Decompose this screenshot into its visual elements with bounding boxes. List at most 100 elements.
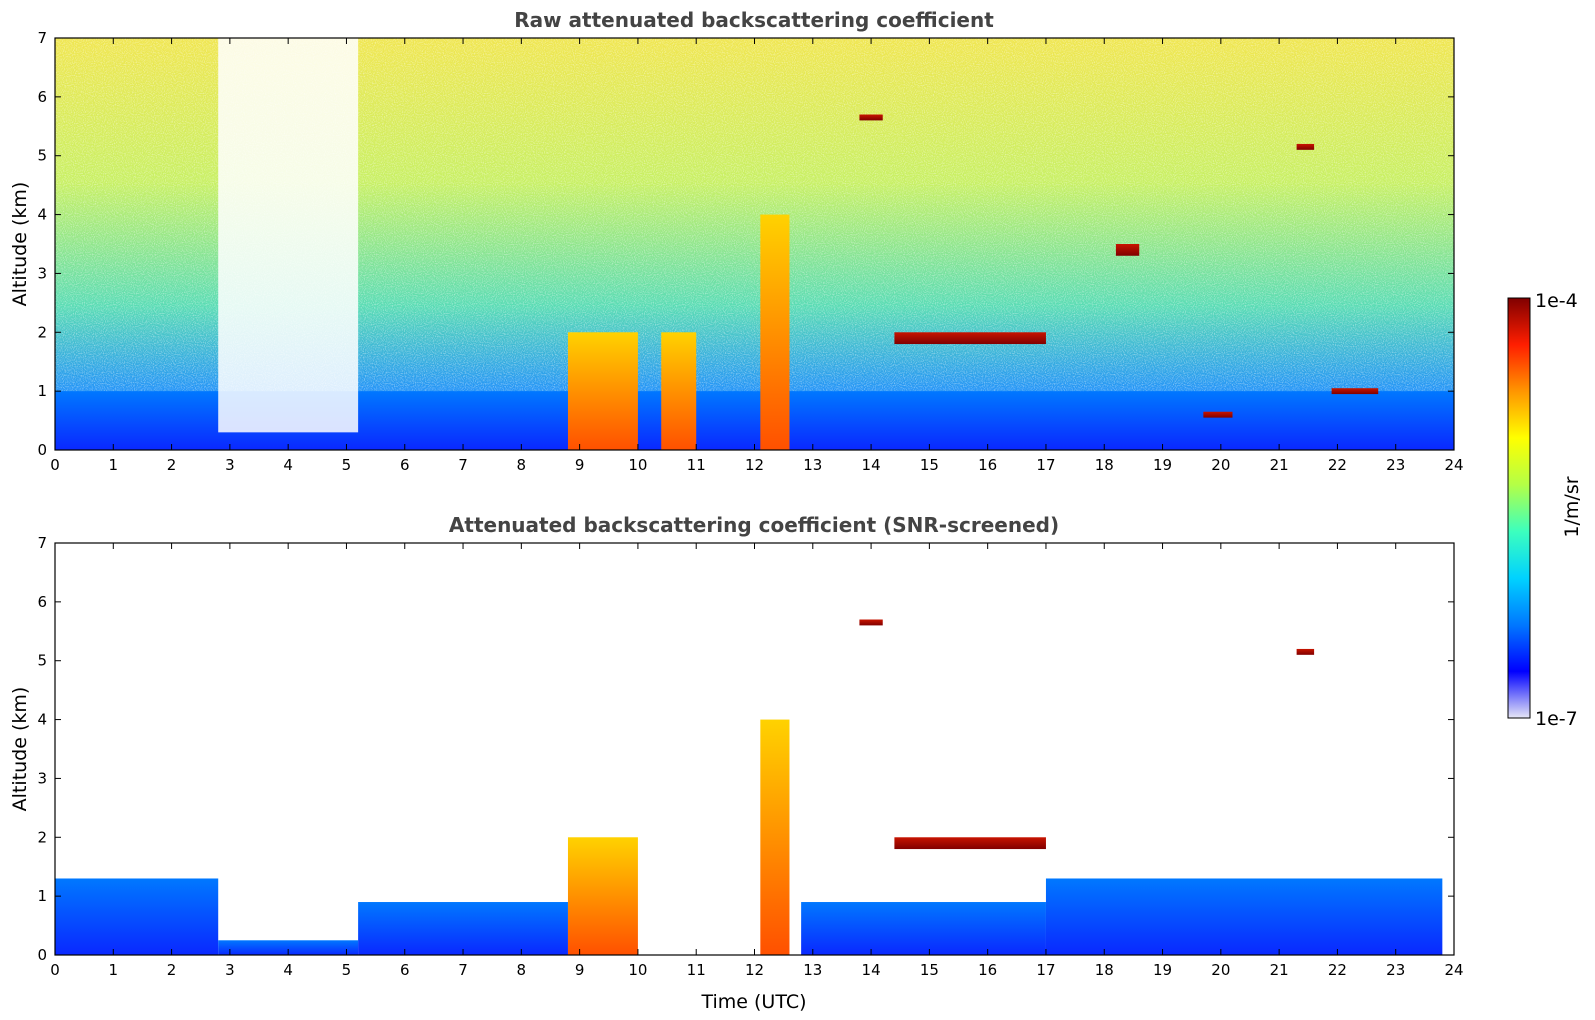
y-tick-label: 3 xyxy=(37,264,47,282)
aerosol-layer-2 xyxy=(358,902,568,955)
x-tick-label: 9 xyxy=(575,456,585,474)
y-tick-label: 6 xyxy=(37,593,47,611)
cloud-layer-10 xyxy=(1331,388,1379,395)
x-tick-label: 1 xyxy=(109,961,119,979)
x-tick-label: 5 xyxy=(342,961,352,979)
y-tick-label: 6 xyxy=(37,88,47,106)
colorbar-unit-label: 1/m/sr xyxy=(1561,476,1583,537)
aerosol-layer-4 xyxy=(1045,878,1443,955)
panel-screened-heatmap xyxy=(55,619,1443,955)
x-tick-label: 16 xyxy=(978,456,997,474)
x-tick-label: 3 xyxy=(225,961,235,979)
x-tick-label: 19 xyxy=(1153,961,1172,979)
x-tick-label: 11 xyxy=(687,456,706,474)
y-tick-label: 5 xyxy=(37,652,47,670)
colorbar-max-label: 1e-4 xyxy=(1535,290,1578,312)
aerosol-layer-3 xyxy=(801,902,1046,955)
x-tick-label: 3 xyxy=(225,456,235,474)
aerosol-layer-0 xyxy=(55,878,219,955)
x-tick-label: 10 xyxy=(628,961,647,979)
x-tick-label: 13 xyxy=(803,456,822,474)
cloud-layer-5 xyxy=(894,332,1046,345)
x-tick-label: 23 xyxy=(1386,961,1405,979)
x-tick-label: 2 xyxy=(167,456,177,474)
panel-screened-ylabel: Altitude (km) xyxy=(9,687,31,812)
x-tick-label: 18 xyxy=(1095,456,1114,474)
y-tick-label: 2 xyxy=(37,323,47,341)
x-tick-label: 18 xyxy=(1095,961,1114,979)
y-tick-label: 0 xyxy=(37,946,47,964)
x-tick-label: 15 xyxy=(920,456,939,474)
colorbar-min-label: 1e-7 xyxy=(1535,708,1578,730)
precip-column-2 xyxy=(567,332,638,450)
x-tick-label: 22 xyxy=(1328,456,1347,474)
x-tick-label: 5 xyxy=(342,456,352,474)
panel-raw: Raw attenuated backscattering coefficien… xyxy=(9,8,1464,474)
x-tick-label: 20 xyxy=(1211,456,1230,474)
cloud-layer-8 xyxy=(859,619,883,626)
panel-screened-axes: 0 1 2 3 4 5 6 7 8 9 10 11 12 13 14 15 16 17 18 19 20 21 22 23 24… xyxy=(37,534,1463,979)
panel-raw-title: Raw attenuated backscattering coefficien… xyxy=(514,8,994,32)
aerosol-layer-1 xyxy=(218,940,359,955)
x-tick-label: 24 xyxy=(1444,456,1463,474)
x-tick-label: 23 xyxy=(1386,456,1405,474)
x-tick-label: 12 xyxy=(745,456,764,474)
x-tick-label: 19 xyxy=(1153,456,1172,474)
x-tick-label: 14 xyxy=(862,456,881,474)
y-tick-label: 2 xyxy=(37,828,47,846)
precip-column-6 xyxy=(760,719,790,955)
colorbar: 1e-4 1e-7 1/m/sr xyxy=(1507,290,1583,730)
precip-column-4 xyxy=(760,214,790,450)
x-tick-label: 13 xyxy=(803,961,822,979)
panel-screened: Attenuated backscattering coefficient (S… xyxy=(9,513,1464,1013)
cloud-layer-8 xyxy=(1115,244,1140,256)
precip-column-3 xyxy=(661,332,697,450)
y-tick-label: 1 xyxy=(37,887,47,905)
precip-column-5 xyxy=(567,837,638,955)
x-tick-label: 17 xyxy=(1036,961,1055,979)
y-tick-label: 5 xyxy=(37,147,47,165)
x-tick-label: 10 xyxy=(628,456,647,474)
x-tick-label: 9 xyxy=(575,961,585,979)
x-tick-label: 20 xyxy=(1211,961,1230,979)
x-tick-label: 21 xyxy=(1270,961,1289,979)
cloud-layer-9 xyxy=(1296,648,1315,655)
x-tick-label: 2 xyxy=(167,961,177,979)
cloud-layer-7 xyxy=(894,837,1046,850)
panel-raw-axes: 0 1 2 3 4 5 6 7 8 9 10 11 12 13 14 15 16 17 18 19 20 21 22 23 24… xyxy=(37,29,1463,474)
cloud-layer-6 xyxy=(859,114,883,121)
x-tick-label: 22 xyxy=(1328,961,1347,979)
x-tick-label: 7 xyxy=(458,961,468,979)
x-tick-label: 8 xyxy=(517,961,527,979)
x-tick-label: 15 xyxy=(920,961,939,979)
x-tick-label: 1 xyxy=(109,456,119,474)
x-tick-label: 11 xyxy=(687,961,706,979)
noise-clear-column-1 xyxy=(218,38,359,433)
x-tick-label: 14 xyxy=(862,961,881,979)
y-tick-label: 4 xyxy=(37,711,47,729)
y-tick-label: 7 xyxy=(37,29,47,47)
x-tick-label: 12 xyxy=(745,961,764,979)
x-tick-label: 4 xyxy=(283,961,293,979)
x-tick-label: 21 xyxy=(1270,456,1289,474)
y-tick-label: 4 xyxy=(37,206,47,224)
y-tick-label: 3 xyxy=(37,769,47,787)
x-tick-label: 24 xyxy=(1444,961,1463,979)
x-tick-label: 8 xyxy=(517,456,527,474)
x-tick-label: 6 xyxy=(400,456,410,474)
cloud-layer-7 xyxy=(1296,143,1315,150)
panel-raw-heatmap xyxy=(55,38,1454,450)
panel-raw-ylabel: Altitude (km) xyxy=(9,182,31,307)
cloud-layer-9 xyxy=(1203,411,1233,418)
colorbar-ramp xyxy=(1507,297,1531,719)
x-tick-label: 7 xyxy=(458,456,468,474)
panel-screened-title: Attenuated backscattering coefficient (S… xyxy=(449,513,1059,537)
x-tick-label: 0 xyxy=(50,961,60,979)
x-tick-label: 4 xyxy=(283,456,293,474)
x-tick-label: 6 xyxy=(400,961,410,979)
x-tick-label: 17 xyxy=(1036,456,1055,474)
x-tick-label: 16 xyxy=(978,961,997,979)
panel-screened-xlabel: Time (UTC) xyxy=(700,991,806,1013)
y-tick-label: 7 xyxy=(37,534,47,552)
